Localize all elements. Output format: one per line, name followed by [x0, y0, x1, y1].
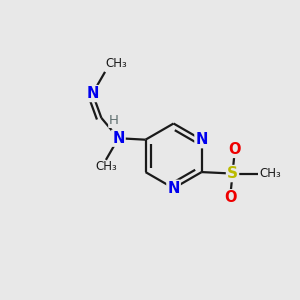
- Text: S: S: [227, 166, 238, 181]
- Text: N: N: [167, 181, 180, 196]
- Text: CH₃: CH₃: [259, 167, 281, 180]
- Text: N: N: [86, 86, 99, 101]
- Text: O: O: [224, 190, 236, 205]
- Text: H: H: [109, 114, 119, 128]
- Text: N: N: [112, 131, 124, 146]
- Text: CH₃: CH₃: [105, 57, 127, 70]
- Text: O: O: [229, 142, 241, 157]
- Text: N: N: [195, 132, 208, 147]
- Text: CH₃: CH₃: [95, 160, 117, 173]
